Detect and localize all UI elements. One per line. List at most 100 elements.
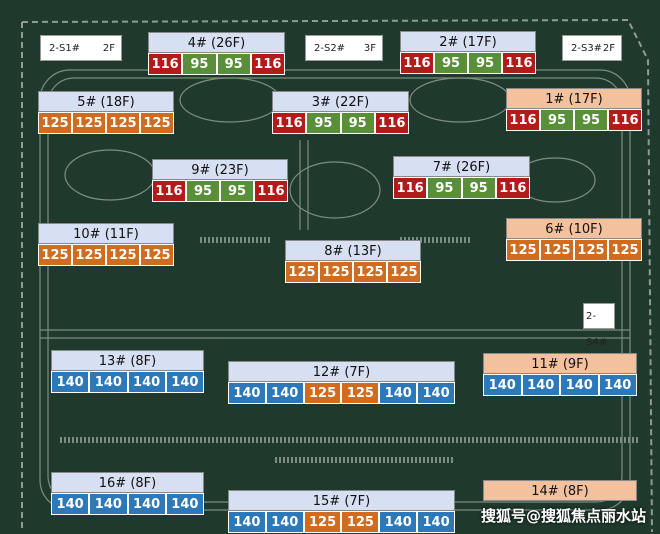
unit-size-cell: 116: [254, 180, 288, 202]
building-b4: 4# (26F) 116 95 95 116: [148, 32, 285, 75]
unit-size-cell: 140: [265, 382, 304, 404]
shop-2-s3: 2-S3# 2F: [562, 35, 622, 61]
shop-2-s1: 2-S1# 2F: [40, 35, 122, 61]
building-label: 6# (10F): [506, 218, 642, 239]
unit-size-cell: 140: [89, 493, 128, 515]
shop-2-s4: 2-S4#: [583, 303, 615, 348]
unit-size-cell: 140: [127, 371, 166, 393]
unit-size-cell: 140: [127, 493, 166, 515]
building-label: 4# (26F): [148, 32, 285, 53]
unit-size-cell: 116: [272, 112, 307, 134]
building-label: 15# (7F): [228, 490, 455, 511]
building-label: 3# (22F): [272, 91, 409, 112]
shop-2-s2: 2-S2# 3F: [305, 35, 383, 61]
building-b7: 7# (26F) 116 95 95 116: [393, 156, 530, 199]
unit-size-cell: 125: [38, 244, 72, 266]
unit-size-cell: 140: [165, 371, 204, 393]
building-b16: 16# (8F) 140 140 140 140: [51, 472, 204, 515]
unit-size-cell: 140: [228, 382, 266, 404]
unit-size-cell: 140: [417, 382, 455, 404]
unit-row: 116 95 95 116: [400, 52, 536, 74]
building-b11: 11# (9F) 140 140 140 140: [483, 353, 637, 396]
unit-row: 125 125 125 125: [506, 239, 642, 261]
unit-row: 116 95 95 116: [152, 180, 288, 202]
unit-row: 125 125 125 125: [38, 244, 174, 266]
unit-size-cell: 140: [521, 374, 560, 396]
unit-size-cell: 125: [140, 112, 174, 134]
unit-size-cell: 116: [148, 53, 183, 75]
unit-size-cell: 95: [434, 52, 468, 74]
shop-code: 2-S1#: [49, 43, 81, 54]
building-b5: 5# (18F) 125 125 125 125: [38, 91, 174, 134]
unit-size-cell: 140: [89, 371, 128, 393]
unit-size-cell: 140: [379, 511, 418, 533]
unit-row: 116 95 95 116: [506, 109, 642, 131]
building-b14: 14# (8F): [483, 480, 637, 501]
unit-row: 140 140 140 140: [51, 493, 204, 515]
unit-row: 140 140 140 140: [51, 371, 204, 393]
building-label: 7# (26F): [393, 156, 530, 177]
unit-size-cell: 125: [303, 382, 342, 404]
unit-size-cell: 95: [182, 53, 217, 75]
building-b13: 13# (8F) 140 140 140 140: [51, 350, 204, 393]
unit-size-cell: 125: [540, 239, 574, 261]
building-b6: 6# (10F) 125 125 125 125: [506, 218, 642, 261]
unit-row: 140 140 125 125 140 140: [228, 511, 455, 533]
building-label: 14# (8F): [483, 480, 637, 501]
unit-row: 125 125 125 125: [285, 261, 421, 283]
unit-size-cell: 116: [608, 109, 642, 131]
watermark: 搜狐号@搜狐焦点丽水站: [480, 507, 646, 525]
unit-size-cell: 125: [387, 261, 421, 283]
shop-floors: 2F: [602, 43, 615, 54]
unit-size-cell: 125: [319, 261, 353, 283]
unit-size-cell: 140: [598, 374, 637, 396]
building-label: 8# (13F): [285, 240, 421, 261]
building-b1: 1# (17F) 116 95 95 116: [506, 88, 642, 131]
building-label: 12# (7F): [228, 361, 455, 382]
building-b9: 9# (23F) 116 95 95 116: [152, 159, 288, 202]
unit-size-cell: 125: [72, 244, 106, 266]
unit-size-cell: 125: [574, 239, 608, 261]
building-label: 2# (17F): [400, 31, 536, 52]
building-label: 1# (17F): [506, 88, 642, 109]
unit-size-cell: 125: [341, 382, 380, 404]
building-label: 11# (9F): [483, 353, 637, 374]
unit-size-cell: 95: [427, 177, 462, 199]
building-b3: 3# (22F) 116 95 95 116: [272, 91, 409, 134]
building-label: 13# (8F): [51, 350, 204, 371]
unit-size-cell: 125: [72, 112, 106, 134]
unit-size-cell: 125: [285, 261, 319, 283]
shop-code: 2-S4#: [586, 311, 608, 348]
building-b2: 2# (17F) 116 95 95 116: [400, 31, 536, 74]
unit-size-cell: 95: [216, 53, 251, 75]
building-label: 16# (8F): [51, 472, 204, 493]
unit-size-cell: 140: [228, 511, 266, 533]
unit-size-cell: 140: [51, 371, 90, 393]
building-b8: 8# (13F) 125 125 125 125: [285, 240, 421, 283]
building-b12: 12# (7F) 140 140 125 125 140 140: [228, 361, 455, 404]
unit-size-cell: 116: [250, 53, 285, 75]
unit-size-cell: 140: [51, 493, 90, 515]
shop-code: 2-S2#: [314, 43, 346, 54]
unit-size-cell: 95: [540, 109, 574, 131]
shop-code: 2-S3#: [571, 43, 603, 54]
unit-row: 140 140 125 125 140 140: [228, 382, 455, 404]
unit-size-cell: 95: [186, 180, 220, 202]
unit-size-cell: 140: [265, 511, 304, 533]
unit-size-cell: 140: [483, 374, 522, 396]
unit-size-cell: 95: [220, 180, 254, 202]
building-label: 9# (23F): [152, 159, 288, 180]
unit-size-cell: 95: [461, 177, 496, 199]
unit-size-cell: 116: [495, 177, 530, 199]
unit-row: 116 95 95 116: [272, 112, 409, 134]
building-label: 5# (18F): [38, 91, 174, 112]
unit-size-cell: 125: [140, 244, 174, 266]
unit-size-cell: 125: [341, 511, 380, 533]
shop-floors: 3F: [363, 43, 376, 54]
unit-size-cell: 116: [152, 180, 186, 202]
unit-size-cell: 116: [400, 52, 434, 74]
unit-size-cell: 125: [106, 244, 140, 266]
unit-size-cell: 125: [608, 239, 642, 261]
unit-row: 116 95 95 116: [393, 177, 530, 199]
unit-size-cell: 116: [506, 109, 540, 131]
